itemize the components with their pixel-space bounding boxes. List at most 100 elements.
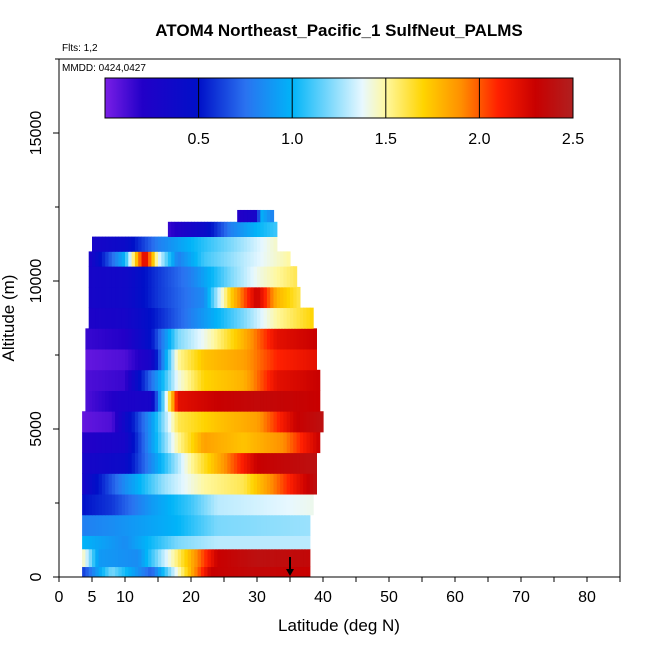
heat-cell (92, 266, 96, 288)
heat-cell (313, 431, 317, 454)
heat-cell (167, 514, 172, 536)
heat-cell (276, 349, 281, 371)
heat-cell (220, 494, 225, 516)
heat-cell (266, 266, 271, 288)
heat-cell (115, 236, 119, 252)
heat-cell (237, 535, 242, 550)
heat-cell (266, 566, 271, 578)
heat-cell (98, 251, 103, 267)
heat-cell (227, 266, 232, 288)
heat-band (82, 535, 311, 550)
heat-cell (204, 328, 209, 350)
heat-cell (266, 452, 271, 474)
heat-cell (167, 548, 172, 568)
heat-cell (306, 535, 311, 550)
heat-band (82, 514, 311, 536)
heat-cell (247, 411, 251, 433)
heat-cell (266, 494, 271, 516)
heat-cell (138, 411, 143, 433)
heat-cell (220, 236, 225, 252)
heat-cell (118, 251, 123, 267)
heat-cell (98, 369, 103, 391)
heat-cell (191, 514, 195, 536)
heat-cell (197, 349, 202, 371)
heat-cell (230, 548, 235, 568)
heat-cell (263, 566, 268, 578)
heat-cell (88, 566, 93, 578)
heat-cell (141, 431, 146, 454)
heat-cell (200, 411, 205, 433)
heat-cell (253, 251, 258, 267)
heat-cell (240, 251, 245, 267)
heat-cell (88, 251, 93, 267)
heat-cell (204, 307, 209, 329)
heat-cell (204, 390, 209, 412)
heat-cell (108, 548, 113, 568)
heat-cell (85, 411, 90, 433)
heat-cell (171, 369, 176, 391)
heat-cell (167, 349, 172, 371)
heat-cell (88, 266, 93, 288)
heat-cell (240, 431, 245, 454)
heat-cell (217, 266, 222, 288)
heat-cell (257, 431, 261, 454)
heat-cell (101, 251, 106, 267)
heat-cell (134, 535, 139, 550)
heat-cell (227, 307, 232, 329)
heat-cell (303, 566, 308, 578)
heat-cell (161, 286, 166, 309)
heat-cell (200, 390, 205, 412)
heat-cell (230, 494, 235, 516)
heat-cell (121, 307, 126, 329)
heat-cell (158, 307, 162, 329)
heat-cell (101, 266, 106, 288)
heat-cell (115, 251, 119, 267)
heat-cell (174, 473, 179, 495)
heat-cell (194, 411, 199, 433)
heat-cell (316, 369, 321, 391)
heat-cell (184, 369, 189, 391)
heat-cell (167, 494, 172, 516)
heat-cell (187, 236, 192, 252)
heat-cell (181, 251, 185, 267)
heat-cell (280, 369, 284, 391)
heat-cell (187, 514, 192, 536)
heat-cell (210, 494, 215, 516)
heat-cell (82, 473, 86, 495)
heat-cell (98, 452, 103, 474)
heat-cell (134, 473, 139, 495)
heat-cell (243, 209, 248, 223)
heat-cell (257, 251, 261, 267)
heat-cell (266, 548, 271, 568)
heat-cell (260, 369, 265, 391)
heat-cell (167, 286, 172, 309)
heat-cell (128, 266, 133, 288)
heat-cell (148, 411, 152, 433)
heat-cell (118, 452, 123, 474)
heat-cell (161, 328, 166, 350)
heat-cell (125, 286, 129, 309)
heat-cell (253, 209, 258, 223)
heat-cell (128, 494, 133, 516)
heat-cell (200, 452, 205, 474)
heat-cell (240, 209, 245, 223)
heat-cell (138, 566, 143, 578)
heat-cell (92, 411, 96, 433)
heat-cell (276, 307, 281, 329)
heat-cell (125, 236, 129, 252)
heat-cell (134, 328, 139, 350)
heat-cell (303, 535, 308, 550)
heat-cell (181, 431, 185, 454)
heat-cell (210, 328, 215, 350)
heat-cell (144, 548, 149, 568)
heat-cell (191, 452, 195, 474)
heat-cell (240, 286, 245, 309)
heat-cell (247, 452, 251, 474)
heat-cell (204, 411, 209, 433)
heat-cell (141, 307, 146, 329)
heat-cell (290, 411, 294, 433)
heat-cell (204, 548, 209, 568)
heat-cell (95, 236, 100, 252)
heat-cell (233, 221, 238, 237)
heat-cell (290, 286, 294, 309)
